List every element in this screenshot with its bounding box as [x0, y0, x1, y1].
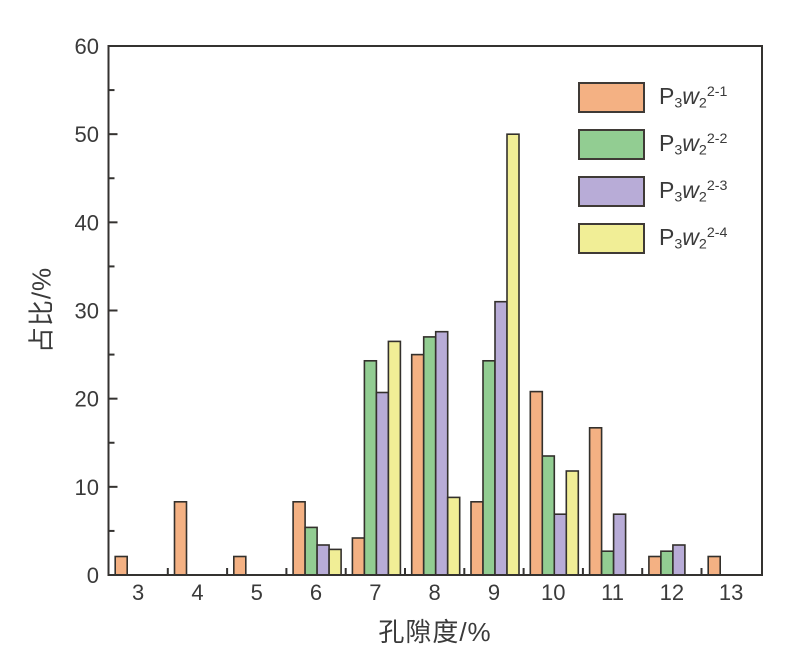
bar-P3w2-2-1-bin3: [114, 555, 128, 576]
bar-P3w2-2-4-bin7: [387, 340, 402, 576]
x-tick-label: 13: [719, 580, 743, 605]
bar-P3w2-2-3-bin9: [494, 300, 508, 576]
x-tick-label: 8: [429, 580, 441, 605]
y-axis-title: 占比/%: [26, 266, 57, 354]
bar-P3w2-2-3-bin7: [375, 391, 390, 576]
y-tick-label: 50: [75, 122, 99, 147]
y-tick-label: 10: [75, 475, 99, 500]
bar-P3w2-2-3-bin11: [612, 513, 627, 576]
bar-P3w2-2-1-bin11: [588, 426, 603, 576]
x-tick-label: 12: [660, 580, 684, 605]
bar-P3w2-2-3-bin8: [434, 330, 449, 576]
bar-P3w2-2-1-bin13: [707, 555, 722, 576]
legend-item-P3w2-2-3: P3w22-3: [578, 176, 727, 207]
x-tick-label: 3: [132, 580, 144, 605]
bar-P3w2-2-2-bin7: [363, 359, 378, 576]
y-tick-label: 40: [75, 210, 99, 235]
bar-P3w2-2-1-bin12: [648, 555, 662, 576]
x-axis-title: 孔隙度/%: [378, 617, 492, 647]
x-tick-label: 4: [191, 580, 203, 605]
bar-P3w2-2-3-bin12: [672, 544, 686, 576]
bar-P3w2-2-1-bin9: [470, 500, 484, 576]
legend-swatch: [578, 176, 645, 207]
bar-P3w2-2-4-bin9: [506, 133, 520, 576]
bar-P3w2-2-2-bin12: [660, 550, 674, 576]
legend-label: P3w22-1: [659, 83, 728, 112]
bar-P3w2-2-2-bin10: [541, 455, 556, 576]
x-tick-label: 11: [601, 580, 624, 605]
legend-item-P3w2-2-1: P3w22-1: [578, 82, 727, 113]
legend-label: P3w22-3: [659, 177, 728, 206]
bar-P3w2-2-4-bin10: [565, 470, 580, 576]
bar-P3w2-2-1-bin7: [351, 537, 366, 576]
x-tick-label: 9: [488, 580, 500, 605]
x-tick-label: 5: [251, 580, 263, 605]
y-tick-label: 0: [87, 563, 99, 588]
y-tick-label: 30: [75, 299, 99, 324]
legend-label: P3w22-4: [659, 224, 728, 253]
x-tick-label: 7: [369, 580, 381, 605]
bar-P3w2-2-2-bin6: [304, 526, 318, 576]
bar-P3w2-2-1-bin6: [292, 500, 306, 576]
legend-swatch: [578, 223, 645, 254]
x-tick-label: 6: [310, 580, 322, 605]
bar-P3w2-2-2-bin8: [422, 336, 437, 576]
bar-P3w2-2-2-bin9: [482, 359, 496, 576]
legend-swatch: [578, 129, 645, 160]
bar-P3w2-2-3-bin10: [553, 513, 568, 576]
bar-P3w2-2-1-bin5: [233, 555, 247, 576]
bar-P3w2-2-4-bin8: [446, 496, 461, 576]
legend: P3w22-1 P3w22-2 P3w22-3 P3w22-4: [578, 82, 727, 270]
bar-P3w2-2-1-bin8: [410, 353, 425, 576]
bar-P3w2-2-3-bin6: [316, 544, 330, 576]
legend-item-P3w2-2-2: P3w22-2: [578, 129, 727, 160]
bar-P3w2-2-4-bin6: [328, 548, 342, 576]
legend-item-P3w2-2-4: P3w22-4: [578, 223, 727, 254]
x-tick-label: 10: [541, 580, 565, 605]
legend-swatch: [578, 82, 645, 113]
y-tick-label: 20: [75, 387, 99, 412]
bar-P3w2-2-2-bin11: [600, 550, 615, 576]
bar-P3w2-2-1-bin10: [529, 390, 544, 576]
y-tick-label: 60: [75, 34, 99, 59]
bar-P3w2-2-1-bin4: [173, 500, 188, 576]
legend-label: P3w22-2: [659, 130, 728, 159]
